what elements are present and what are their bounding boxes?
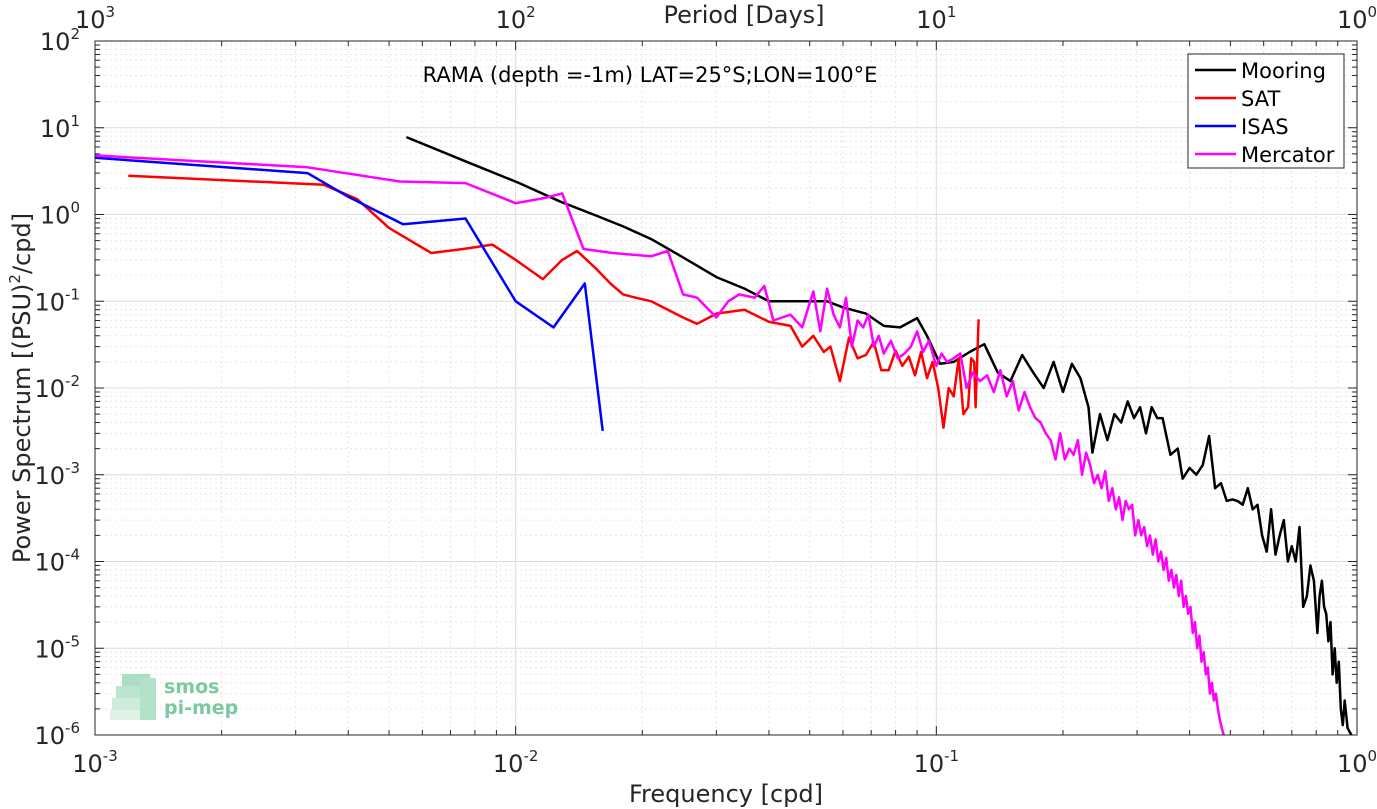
legend-label-isas: ISAS — [1241, 115, 1289, 139]
y-tick-label: 10-3 — [34, 459, 80, 490]
legend-item-isas: ISAS — [1195, 115, 1289, 139]
x-tick-label: 100 — [1337, 747, 1377, 778]
chart-title: RAMA (depth =-1m) LAT=25°S;LON=100°E — [423, 63, 878, 87]
series-layer — [94, 135, 1353, 736]
logo-text-smos: smos — [164, 676, 219, 698]
y-tick-label: 10-2 — [34, 372, 80, 403]
top-x-tick-label: 101 — [916, 3, 956, 34]
tick-marks — [94, 40, 1358, 736]
top-x-tick-label: 102 — [496, 3, 536, 34]
legend-item-sat: SAT — [1195, 87, 1280, 111]
legend-label-mooring: Mooring — [1241, 59, 1326, 83]
top-x-tick-label: 103 — [75, 3, 115, 34]
logo-text-pimep: pi-mep — [164, 697, 238, 719]
series-line-sat — [128, 174, 980, 429]
y-tick-label: 10-5 — [34, 632, 80, 663]
legend-item-mooring: Mooring — [1195, 59, 1326, 83]
y-axis-title: Power Spectrum [(PSU)2/cpd] — [6, 213, 36, 563]
top-x-axis-title: Period [Days] — [663, 1, 824, 29]
legend-box — [1187, 53, 1345, 169]
y-tick-label: 10-1 — [34, 285, 80, 316]
series-line-mercator — [94, 154, 1225, 736]
top-x-tick-label: 100 — [1337, 3, 1377, 34]
x-tick-label: 10-2 — [493, 747, 539, 778]
logo-mark-icon — [110, 674, 156, 720]
y-tick-label: 102 — [40, 25, 80, 56]
minor-grid — [95, 41, 1357, 735]
y-tick-label: 100 — [40, 199, 80, 230]
x-tick-label: 10-1 — [914, 747, 960, 778]
y-tick-label: 10-4 — [34, 546, 80, 577]
series-line-isas — [94, 156, 604, 432]
smos-pi-mep-logo: smos pi-mep — [110, 674, 238, 720]
y-tick-label: 10-6 — [34, 719, 80, 750]
x-tick-label: 10-3 — [72, 747, 118, 778]
legend-item-mercator: Mercator — [1195, 143, 1335, 167]
legend-label-sat: SAT — [1241, 87, 1280, 111]
x-axis-title: Frequency [cpd] — [629, 780, 823, 808]
legend-label-mercator: Mercator — [1241, 143, 1335, 167]
legend: Mooring SAT ISAS Mercator — [1187, 53, 1345, 169]
y-tick-label: 101 — [40, 112, 80, 143]
